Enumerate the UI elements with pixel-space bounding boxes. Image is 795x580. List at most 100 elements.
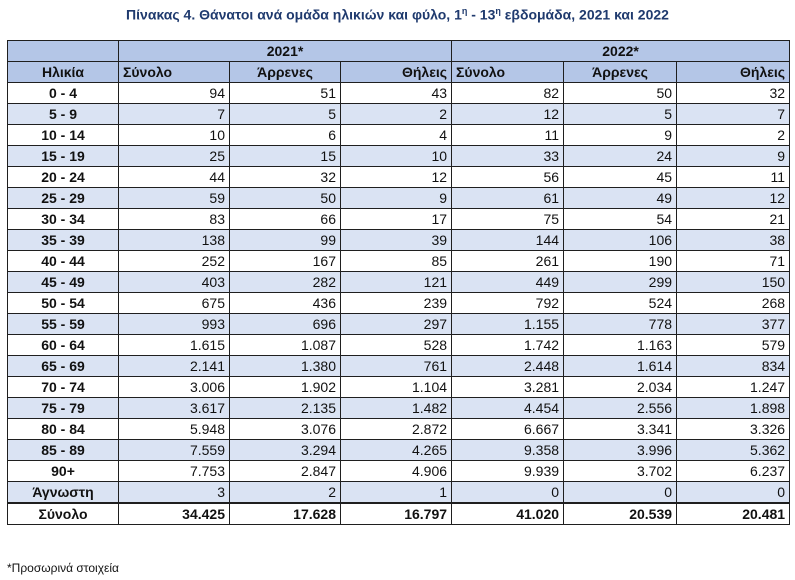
total-row: Σύνολο 34.425 17.628 16.797 41.020 20.539 20.4…: [7, 502, 791, 525]
age-group-cell: 0 - 4: [7, 82, 119, 104]
title-sup-2: η: [495, 6, 501, 16]
value-cell: 528: [339, 334, 453, 356]
table-row: 35 - 39 138 99 39 144 106 38: [7, 229, 791, 251]
total-value-cell: 16.797: [339, 502, 453, 525]
footnote: *Προσωρινά στοιχεία: [7, 561, 119, 575]
value-cell: 7: [676, 103, 791, 125]
value-cell: 377: [676, 313, 791, 335]
table-row: 80 - 84 5.948 3.076 2.872 6.667 3.341 3.326: [7, 418, 791, 440]
value-cell: 32: [676, 82, 791, 104]
value-cell: 2.034: [563, 376, 678, 398]
value-cell: 761: [339, 355, 453, 377]
value-cell: 5.948: [118, 418, 230, 440]
value-cell: 9: [563, 124, 678, 146]
value-cell: 2.141: [118, 355, 230, 377]
value-cell: 38: [676, 229, 791, 251]
table-row: Άγνωστη 3 2 1 0 0 0: [7, 481, 791, 504]
value-cell: 297: [339, 313, 453, 335]
value-cell: 50: [229, 187, 341, 209]
value-cell: 6: [229, 124, 341, 146]
total-label-cell: Σύνολο: [7, 502, 119, 525]
value-cell: 7: [118, 103, 230, 125]
title-text: Πίνακας 4. Θάνατοι ανά ομάδα ηλικιών και…: [126, 6, 462, 23]
age-group-cell: 65 - 69: [7, 355, 119, 377]
table-row: 25 - 29 59 50 9 61 49 12: [7, 187, 791, 209]
table-row: 15 - 19 25 15 10 33 24 9: [7, 145, 791, 167]
value-cell: 3.341: [563, 418, 678, 440]
age-group-cell: 85 - 89: [7, 439, 119, 461]
value-cell: 167: [229, 250, 341, 272]
value-cell: 21: [676, 208, 791, 230]
table-row: 85 - 89 7.559 3.294 4.265 9.358 3.996 5.362: [7, 439, 791, 461]
value-cell: 7.753: [118, 460, 230, 482]
value-cell: 12: [339, 166, 453, 188]
age-group-cell: 20 - 24: [7, 166, 119, 188]
value-cell: 1: [339, 481, 453, 504]
value-cell: 792: [451, 292, 565, 314]
value-cell: 49: [563, 187, 678, 209]
value-cell: 59: [118, 187, 230, 209]
value-cell: 282: [229, 271, 341, 293]
value-cell: 11: [676, 166, 791, 188]
value-cell: 4.265: [339, 439, 453, 461]
value-cell: 6.667: [451, 418, 565, 440]
table-row: 75 - 79 3.617 2.135 1.482 4.454 2.556 1.898: [7, 397, 791, 419]
table-row: 50 - 54 675 436 239 792 524 268: [7, 292, 791, 314]
value-cell: 1.104: [339, 376, 453, 398]
value-cell: 2: [229, 481, 341, 504]
title-text-middle: - 13: [467, 6, 496, 23]
age-group-cell: 90+: [7, 460, 119, 482]
value-cell: 239: [339, 292, 453, 314]
value-cell: 190: [563, 250, 678, 272]
value-cell: 25: [118, 145, 230, 167]
header-females-2022: Θήλεις: [676, 61, 791, 83]
total-value-cell: 17.628: [229, 502, 341, 525]
value-cell: 299: [563, 271, 678, 293]
value-cell: 4.454: [451, 397, 565, 419]
header-females-2021: Θήλεις: [339, 61, 453, 83]
value-cell: 403: [118, 271, 230, 293]
age-group-cell: 10 - 14: [7, 124, 119, 146]
value-cell: 11: [451, 124, 565, 146]
value-cell: 82: [451, 82, 565, 104]
header-year-2022: 2022*: [451, 40, 791, 62]
age-group-cell: 5 - 9: [7, 103, 119, 125]
value-cell: 0: [563, 481, 678, 504]
value-cell: 9.939: [451, 460, 565, 482]
value-cell: 1.742: [451, 334, 565, 356]
title-sup-1: η: [461, 6, 468, 16]
value-cell: 5: [563, 103, 678, 125]
value-cell: 44: [118, 166, 230, 188]
header-row-years: 2021* 2022*: [7, 40, 791, 62]
age-group-cell: 80 - 84: [7, 418, 119, 440]
table-row: 70 - 74 3.006 1.902 1.104 3.281 2.034 1.247: [7, 376, 791, 398]
value-cell: 2: [339, 103, 453, 125]
value-cell: 45: [563, 166, 678, 188]
value-cell: 1.087: [229, 334, 341, 356]
value-cell: 2: [676, 124, 791, 146]
age-group-cell: 30 - 34: [7, 208, 119, 230]
age-group-cell: 75 - 79: [7, 397, 119, 419]
value-cell: 3.996: [563, 439, 678, 461]
header-males-2022: Άρρενες: [563, 61, 678, 83]
value-cell: 9.358: [451, 439, 565, 461]
value-cell: 778: [563, 313, 678, 335]
table-title: Πίνακας 4. Θάνατοι ανά ομάδα ηλικιών και…: [0, 6, 795, 23]
value-cell: 1.247: [676, 376, 791, 398]
deaths-table: 2021* 2022* Ηλικία Σύνολο Άρρενες Θήλεις…: [7, 40, 791, 525]
age-group-cell: 70 - 74: [7, 376, 119, 398]
value-cell: 449: [451, 271, 565, 293]
value-cell: 10: [339, 145, 453, 167]
value-cell: 268: [676, 292, 791, 314]
value-cell: 121: [339, 271, 453, 293]
table-row: 0 - 4 94 51 43 82 50 32: [7, 82, 791, 104]
value-cell: 2.872: [339, 418, 453, 440]
value-cell: 2.448: [451, 355, 565, 377]
value-cell: 144: [451, 229, 565, 251]
total-value-cell: 20.481: [676, 502, 791, 525]
value-cell: 3: [118, 481, 230, 504]
table-row: 30 - 34 83 66 17 75 54 21: [7, 208, 791, 230]
value-cell: 3.006: [118, 376, 230, 398]
value-cell: 1.614: [563, 355, 678, 377]
